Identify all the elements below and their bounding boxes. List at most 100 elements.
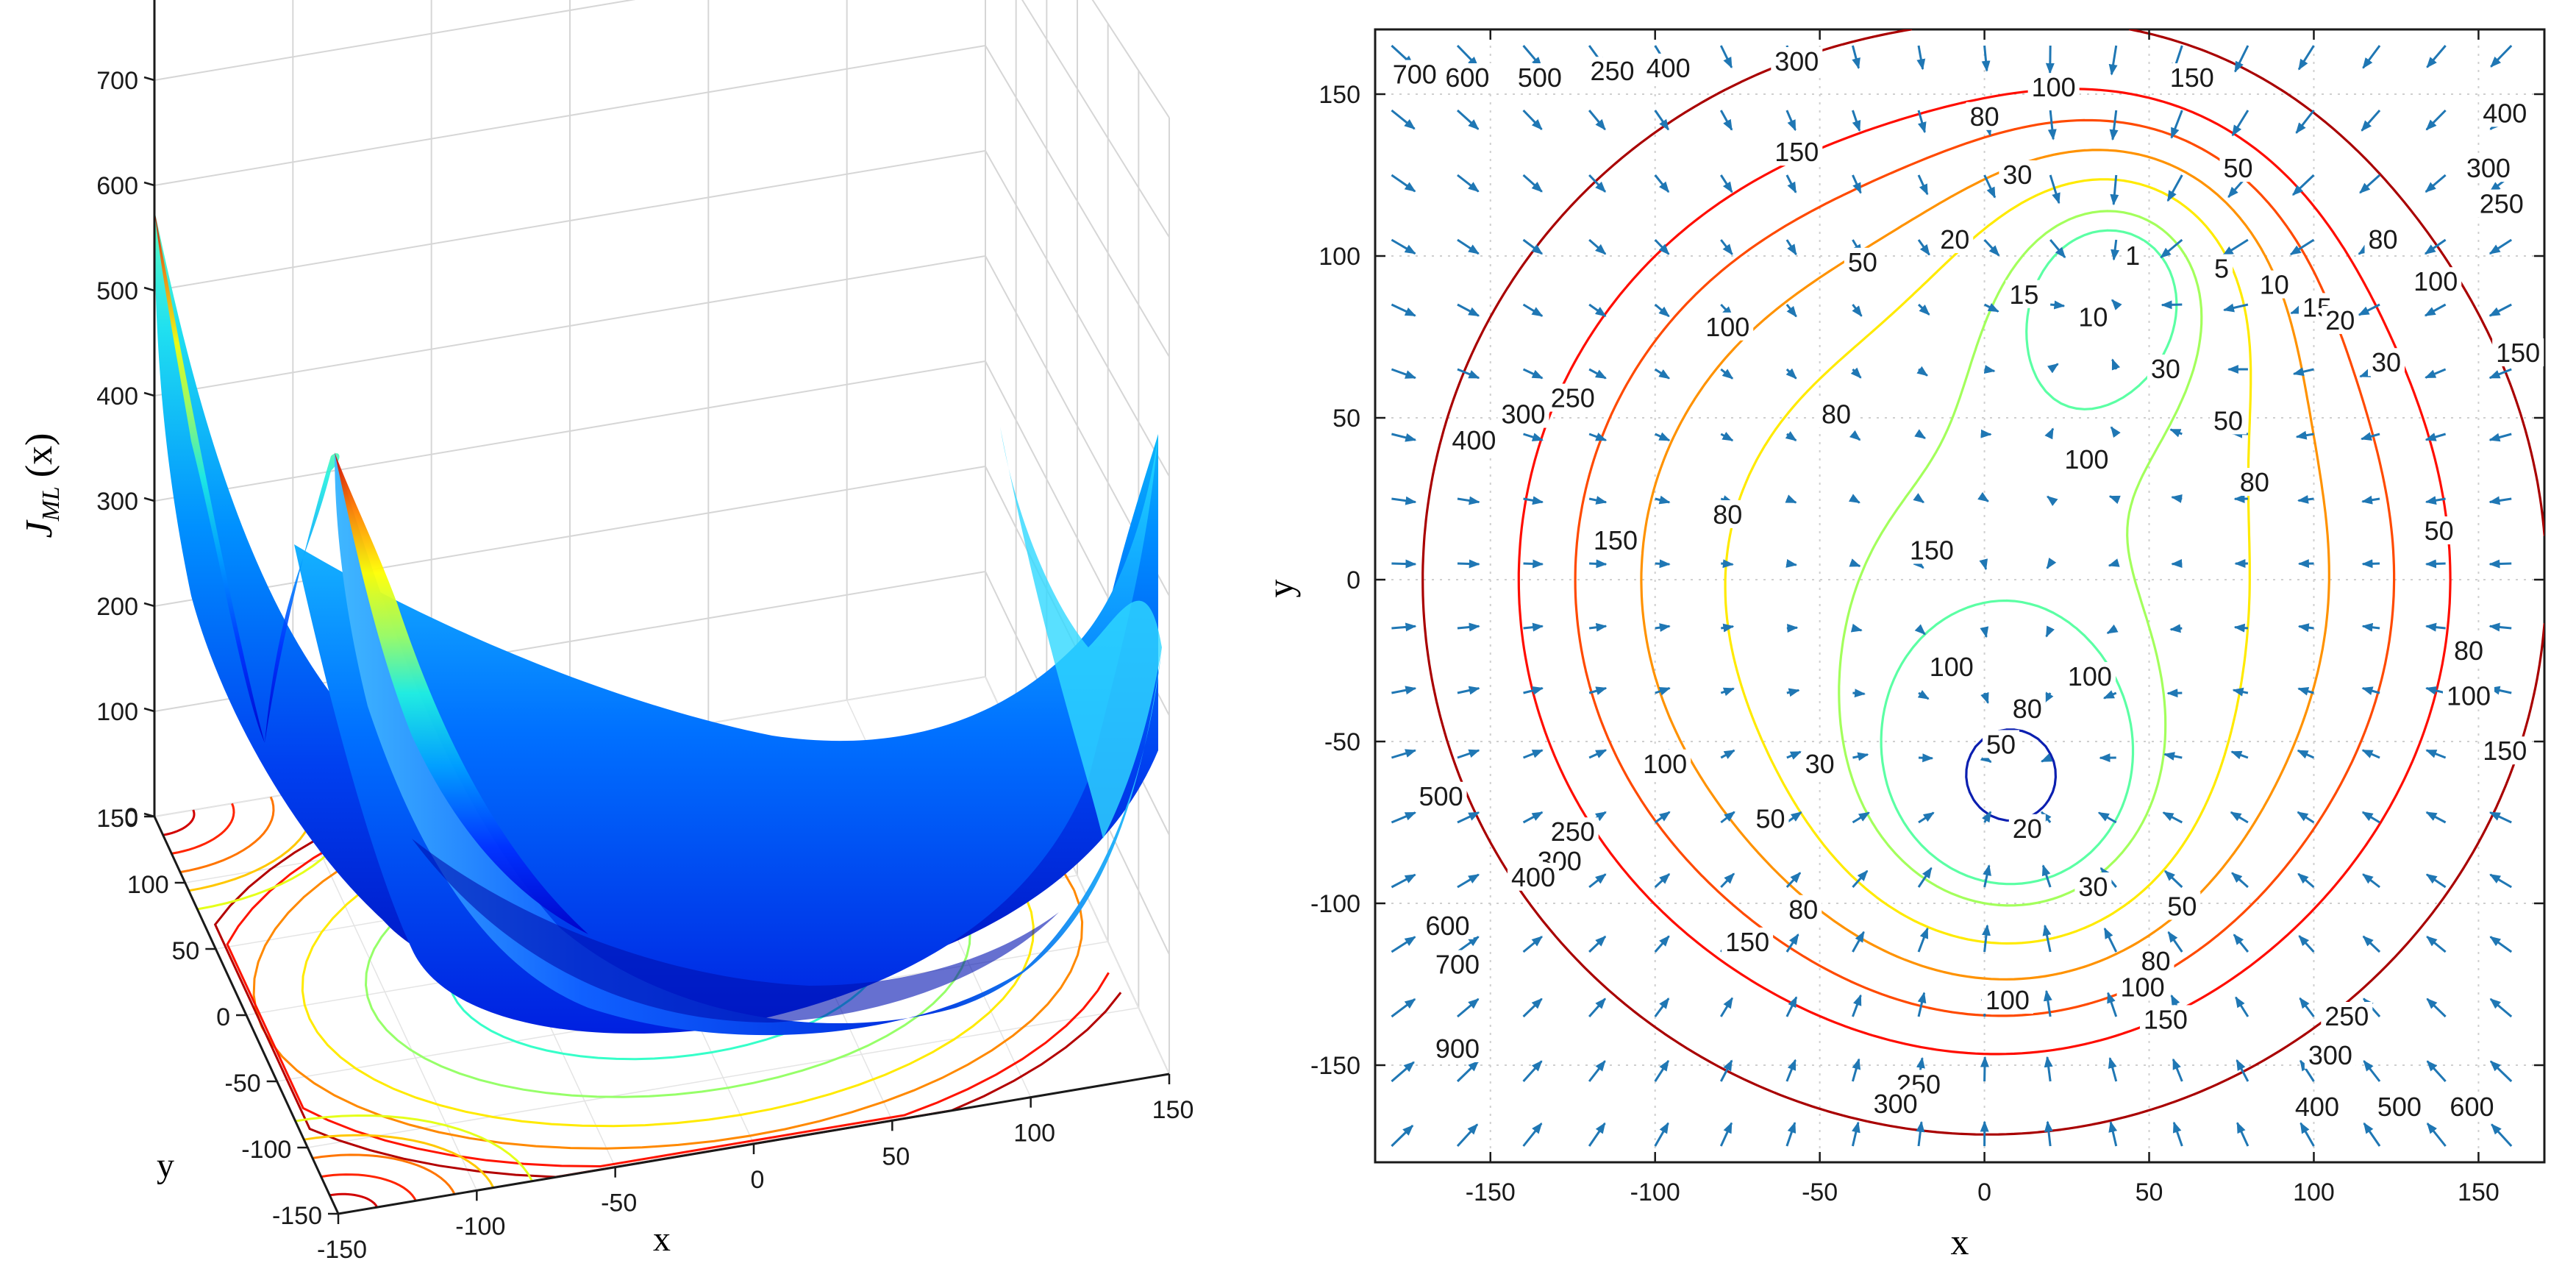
quiver-arrow (1654, 873, 1671, 889)
quiver-arrow (1588, 1060, 1606, 1082)
contour-label: 20 (2013, 814, 2042, 844)
contour-label-bg (1421, 911, 1474, 939)
quiver-arrow (2359, 174, 2381, 194)
quiver-arrow (2167, 931, 2183, 953)
y-tick-label: 0 (216, 1003, 230, 1031)
quiver-arrow (2160, 238, 2183, 259)
quiver-arrow (2233, 623, 2249, 633)
contour-label-bg (1589, 526, 1641, 555)
quiver-arrow (2360, 432, 2380, 441)
contour-label: 400 (2295, 1092, 2339, 1122)
contour-label: 100 (2413, 266, 2458, 296)
contour-label: 50 (2167, 891, 2197, 921)
quiver-arrow (1786, 750, 1802, 760)
z-tick (143, 181, 155, 187)
quiver-arrow (1588, 110, 1606, 131)
base-contour (321, 1173, 417, 1202)
quiver-arrow (2041, 811, 2052, 823)
x-tick-label: -150 (1466, 1178, 1516, 1206)
quiver-arrow (1654, 238, 1670, 255)
contour-label: 300 (1874, 1089, 1918, 1119)
quiver-arrow (2233, 934, 2249, 953)
quiver-arrow (2049, 174, 2061, 205)
quiver-arrow (2361, 559, 2380, 569)
contour-label-bg (2420, 516, 2458, 544)
quiver-arrow (1654, 811, 1671, 824)
quiver-arrow (1588, 997, 1606, 1017)
quiver-arrow (2110, 426, 2121, 438)
contour-label: 900 (1435, 1034, 1480, 1064)
quiver-arrow (2171, 494, 2183, 503)
contour-label-bg (1586, 57, 1638, 85)
quiver-arrow (1522, 936, 1543, 953)
quiver-arrow (2361, 110, 2381, 132)
quiver-arrow (1917, 867, 1933, 888)
contour-label-bg (1431, 1034, 1483, 1062)
z-tick-label: 300 (96, 488, 138, 516)
quiver-arrow (2425, 559, 2446, 569)
quiver-arrow (1785, 304, 1797, 318)
contour-label: 500 (1419, 781, 1463, 811)
quiver-arrow (1522, 174, 1543, 193)
x-tick-label: 150 (2458, 1178, 2500, 1206)
quiver-arrow (1851, 1058, 1861, 1082)
quiver-arrow (1917, 239, 1930, 256)
quiver-arrow (1720, 997, 1733, 1017)
contour-label-bg (1981, 986, 2033, 1014)
quiver-arrow (2488, 433, 2512, 442)
quiver-arrow (1983, 864, 1991, 888)
contour-label: 100 (2447, 680, 2491, 711)
quiver-arrow (1588, 1122, 1606, 1147)
quiver-arrow (1917, 174, 1929, 196)
quiver-arrow (1851, 45, 1860, 70)
quiver-arrow (2425, 109, 2447, 131)
z-axis-label: JML(x) (18, 433, 65, 538)
quiver-arrow (2425, 873, 2447, 889)
contour-label-bg (2321, 1002, 2373, 1030)
quiver-arrow (2170, 110, 2183, 139)
quiver-arrow (1785, 110, 1797, 132)
quiver-arrow (1588, 174, 1606, 193)
x-axis-label: x (653, 1220, 671, 1259)
contour-label: 300 (1502, 399, 1546, 430)
x-tick-label: 50 (882, 1142, 910, 1170)
quiver-arrow (2047, 363, 2059, 374)
quiver-arrow (1785, 1059, 1797, 1082)
quiver-arrow (1983, 365, 1996, 374)
quiver-arrow (2363, 1122, 2381, 1147)
quiver-arrow (2488, 368, 2512, 380)
quiver-arrow (2425, 686, 2446, 695)
contour-label-bg (1546, 383, 1599, 412)
quiver-arrow (2162, 811, 2183, 824)
y-tick-label: 50 (1332, 405, 1360, 433)
quiver-arrow (2230, 811, 2249, 824)
quiver-arrow (2426, 1122, 2447, 1147)
contour-label-bg (2008, 694, 2046, 722)
quiver-arrow (2046, 558, 2057, 569)
quiver-arrow (2299, 1059, 2315, 1082)
quiver-arrow (2110, 174, 2119, 206)
quiver-arrow (2489, 936, 2513, 953)
contour-label: 50 (2213, 405, 2243, 435)
quiver-arrow (1980, 753, 1992, 764)
quiver-arrow (2050, 300, 2066, 310)
contour-label: 15 (2009, 280, 2038, 310)
contour-line (1724, 178, 2252, 945)
contour-label-bg (1905, 536, 1958, 564)
quiver-arrow (1786, 623, 1799, 633)
quiver-arrow (1655, 623, 1671, 633)
contour-label-bg (2210, 406, 2247, 435)
quiver-arrow (2163, 752, 2183, 761)
quiver-arrow (1391, 238, 1416, 255)
quiver-arrow (1785, 174, 1797, 193)
quiver-arrow (1457, 174, 1480, 193)
contour-label: 700 (1393, 60, 1437, 90)
quiver-arrow (1588, 622, 1608, 632)
quiver-arrow (1981, 45, 1991, 72)
contour-label: 80 (1970, 102, 1999, 132)
quiver-arrow (1852, 994, 1862, 1017)
quiver-arrow (1654, 935, 1670, 953)
quiver-arrow (1588, 303, 1607, 317)
quiver-arrow (2234, 45, 2249, 73)
